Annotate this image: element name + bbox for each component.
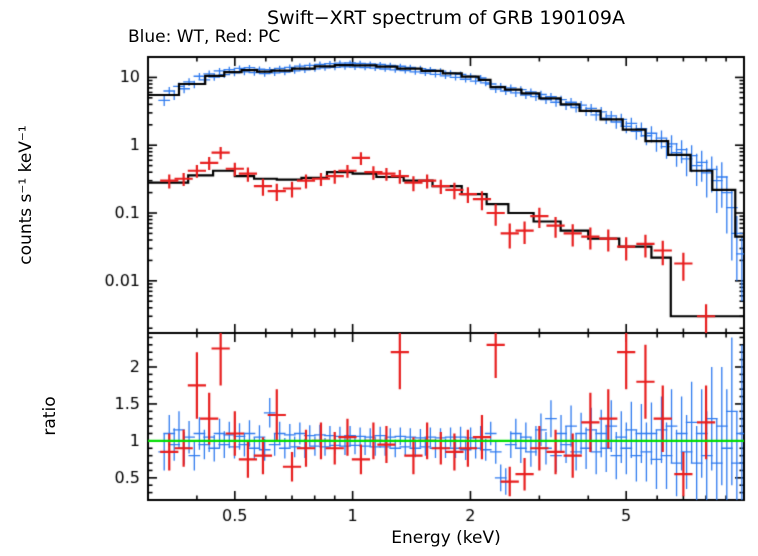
- chart-title: Swift−XRT spectrum of GRB 190109A: [267, 7, 625, 29]
- y-axis-label-ratio: ratio: [40, 396, 60, 436]
- x-axis-label: Energy (keV): [391, 528, 501, 548]
- chart-subtitle: Blue: WT, Red: PC: [128, 27, 281, 47]
- y-axis-label-counts: counts s⁻¹ keV⁻¹: [16, 125, 36, 265]
